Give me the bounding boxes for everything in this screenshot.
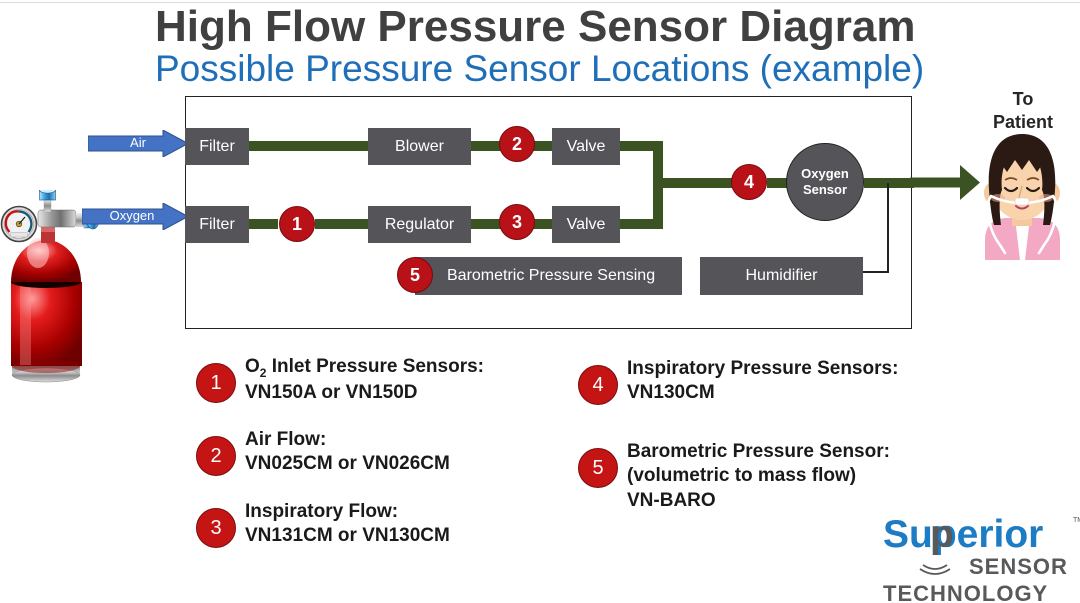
svg-text:SENSOR: SENSOR [969, 554, 1068, 579]
svg-text:TECHNOLOGY: TECHNOLOGY [883, 581, 1048, 603]
svg-text:TM: TM [1073, 517, 1080, 524]
svg-text:Superior: Superior [883, 513, 1043, 556]
svg-text:p: p [930, 513, 954, 556]
